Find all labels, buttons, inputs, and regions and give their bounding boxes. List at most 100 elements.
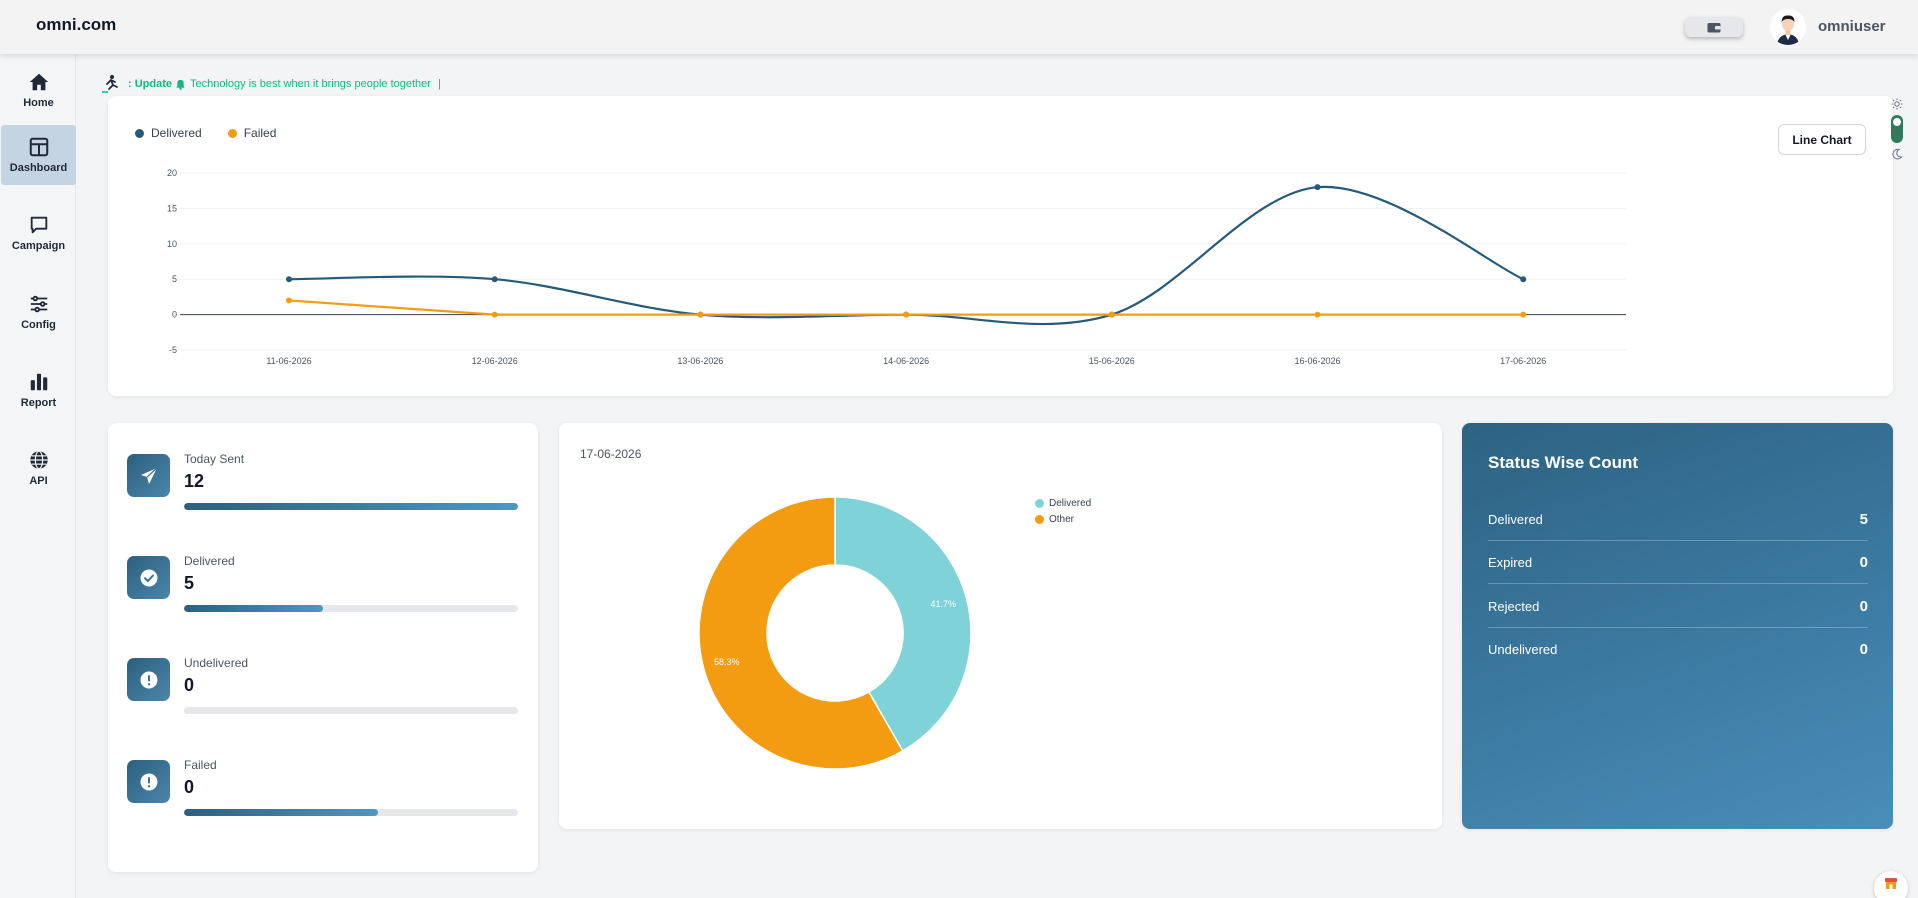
stat-progress-track <box>184 809 518 816</box>
legend-swatch <box>1035 498 1044 508</box>
avatar[interactable] <box>1770 9 1806 45</box>
legend-swatch <box>135 128 144 138</box>
donut-legend-item-delivered[interactable]: Delivered <box>1035 495 1091 511</box>
ticker-cursor: | <box>437 78 441 90</box>
stat-title: Undelivered <box>184 656 249 670</box>
donut-chart: 41.7% 58.3% <box>698 496 972 770</box>
stat-progress-fill <box>184 809 378 816</box>
store-button[interactable] <box>1874 871 1908 898</box>
stat-value: 12 <box>184 471 205 491</box>
top-bar: omni.com omniuser <box>0 0 1918 54</box>
sidebar-item-label: Config <box>21 319 56 331</box>
legend-label: Delivered <box>151 126 202 140</box>
sidebar-item-campaign[interactable]: Campaign <box>1 203 76 263</box>
theme-toggle[interactable] <box>1882 94 1912 164</box>
y-tick-label: 15 <box>167 203 177 213</box>
data-point-delivered <box>286 276 292 283</box>
status-card-title: Status Wise Count <box>1488 453 1639 472</box>
y-tick-label: 20 <box>167 168 177 178</box>
donut-slice-other <box>698 496 904 770</box>
data-point-failed <box>697 311 704 318</box>
user-avatar-icon <box>1770 9 1806 45</box>
ticker-prefix: : Update <box>128 78 172 90</box>
sun-icon <box>1891 98 1903 110</box>
y-tick-label: 0 <box>172 310 177 320</box>
stat-title: Today Sent <box>184 452 245 466</box>
x-tick-label: 12-06-2026 <box>472 356 518 366</box>
sidebar-item-api[interactable]: API <box>1 438 76 498</box>
data-point-delivered <box>491 276 498 283</box>
status-row-delivered: Delivered 5 <box>1488 498 1868 541</box>
sidebar-item-label: Home <box>23 97 54 109</box>
status-label: Expired <box>1488 554 1533 570</box>
username[interactable]: omniuser <box>1818 18 1886 35</box>
status-wise-count-card: Status Wise Count Delivered 5 Expired 0 … <box>1462 423 1893 829</box>
x-tick-label: 13-06-2026 <box>677 356 723 366</box>
legend-label: Delivered <box>1049 497 1092 509</box>
theme-switch-knob <box>1893 118 1901 126</box>
donut-slice-delivered <box>834 496 972 752</box>
legend-swatch <box>227 128 237 138</box>
bell-icon <box>176 79 185 90</box>
sliders-icon <box>30 295 47 313</box>
sidebar-item-dashboard[interactable]: Dashboard <box>1 125 76 185</box>
data-point-failed <box>1108 311 1115 318</box>
data-point-failed <box>903 311 910 318</box>
data-point-failed <box>491 311 498 318</box>
stat-progress-fill <box>184 503 518 510</box>
stat-title: Delivered <box>184 554 235 568</box>
x-tick-label: 14-06-2026 <box>883 356 929 366</box>
status-value: 0 <box>1859 641 1868 658</box>
donut-slice-label: 58.3% <box>714 657 740 667</box>
data-point-delivered <box>1314 184 1321 191</box>
stat-progress-fill <box>184 605 324 612</box>
donut-chart-date: 17-06-2026 <box>580 447 642 461</box>
theme-switch[interactable] <box>1891 115 1903 143</box>
data-point-failed <box>1520 311 1527 318</box>
status-value: 5 <box>1859 510 1868 528</box>
sidebar-item-label: Dashboard <box>9 162 68 174</box>
sidebar <box>0 54 76 898</box>
sidebar-item-report[interactable]: Report <box>1 360 76 420</box>
status-label: Undelivered <box>1488 642 1558 657</box>
line-chart-card <box>108 96 1893 396</box>
sidebar-item-label: Report <box>20 397 57 409</box>
moon-icon <box>1892 148 1903 160</box>
line-chart-toggle-button[interactable]: Line Chart <box>1778 124 1866 155</box>
stat-icon-box <box>127 556 170 599</box>
legend-item-delivered[interactable]: Delivered <box>135 126 202 140</box>
brand-logo[interactable]: omni.com <box>36 15 117 34</box>
x-tick-label: 17-06-2026 <box>1500 356 1546 366</box>
update-ticker: : Update Technology is best when it brin… <box>100 72 441 96</box>
line-chart-legend: Delivered Failed <box>135 126 276 140</box>
stat-icon-box <box>127 760 170 803</box>
y-tick-label: 5 <box>172 274 177 284</box>
sidebar-item-home[interactable]: Home <box>1 60 76 120</box>
alert-icon <box>140 773 157 790</box>
home-icon <box>29 73 48 91</box>
data-point-failed <box>1314 311 1321 318</box>
sidebar-item-label: Campaign <box>11 240 66 252</box>
y-tick-label: -5 <box>169 345 177 355</box>
stats-card <box>108 423 538 872</box>
x-tick-label: 11-06-2026 <box>266 356 311 366</box>
legend-item-failed[interactable]: Failed <box>227 126 276 140</box>
sidebar-item-label: API <box>29 475 48 487</box>
donut-legend-item-other[interactable]: Other <box>1035 511 1091 527</box>
alert-icon <box>140 671 157 688</box>
sidebar-item-config[interactable]: Config <box>1 282 76 342</box>
chat-icon <box>30 216 47 234</box>
stat-progress-track <box>184 605 518 612</box>
wallet-button[interactable] <box>1685 17 1743 37</box>
status-row-expired: Expired 0 <box>1488 541 1868 584</box>
wallet-icon <box>1707 22 1721 32</box>
donut-legend: Delivered Other <box>1035 495 1091 527</box>
status-value: 0 <box>1859 597 1868 615</box>
stat-value: 5 <box>184 573 195 593</box>
bar-chart-icon <box>30 373 47 391</box>
store-icon <box>1885 878 1897 889</box>
status-row-rejected: Rejected 0 <box>1488 585 1868 628</box>
status-label: Delivered <box>1488 511 1543 527</box>
legend-label: Other <box>1049 513 1075 525</box>
dashboard-icon <box>29 137 48 157</box>
